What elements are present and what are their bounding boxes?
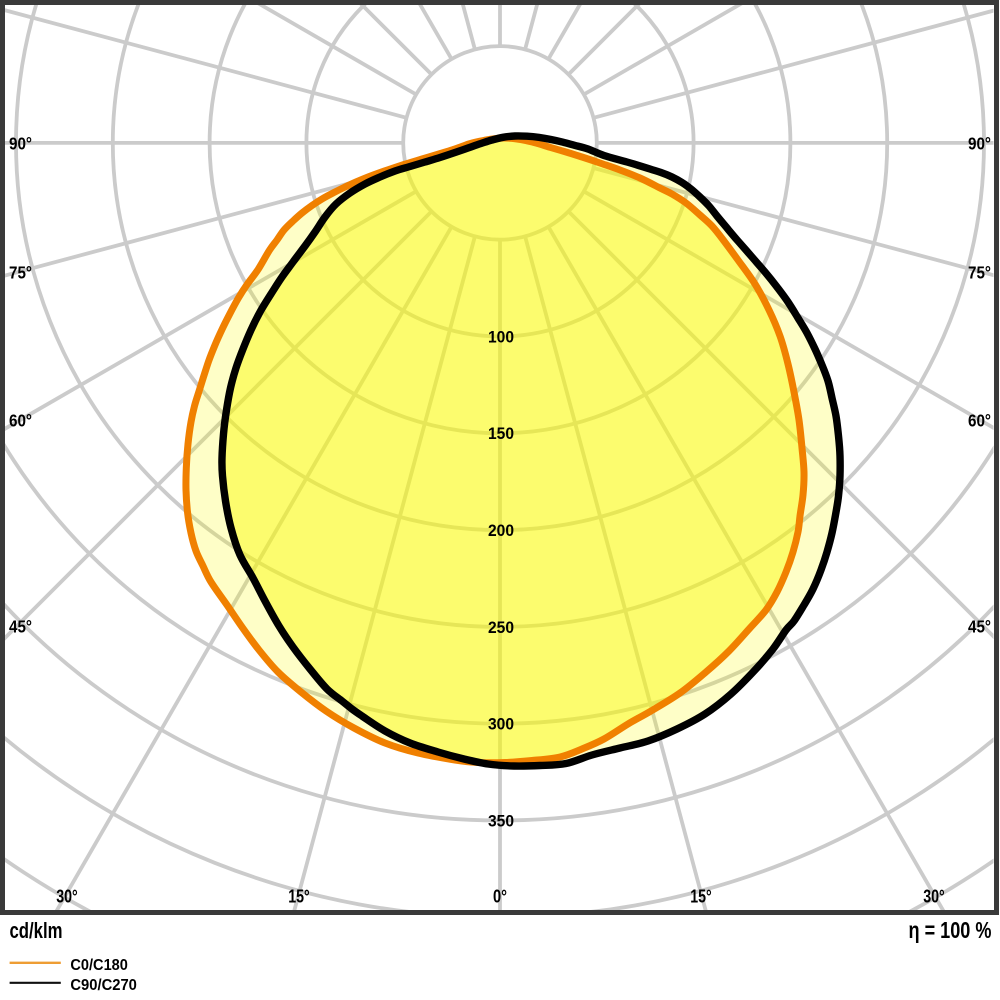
svg-text:15°: 15° <box>690 887 712 907</box>
svg-text:C0/C180: C0/C180 <box>70 957 128 974</box>
svg-text:cd/klm: cd/klm <box>10 918 63 943</box>
svg-text:200: 200 <box>488 522 514 540</box>
svg-text:250: 250 <box>488 619 514 637</box>
svg-text:75°: 75° <box>9 262 32 282</box>
svg-text:350: 350 <box>488 812 514 830</box>
svg-text:60°: 60° <box>9 410 32 430</box>
svg-text:90°: 90° <box>968 133 991 153</box>
svg-text:150: 150 <box>488 425 514 443</box>
svg-text:C90/C270: C90/C270 <box>70 977 136 994</box>
svg-text:30°: 30° <box>56 887 78 907</box>
svg-text:60°: 60° <box>968 410 991 430</box>
svg-text:90°: 90° <box>9 133 32 153</box>
svg-text:100: 100 <box>488 328 514 346</box>
svg-text:30°: 30° <box>923 887 945 907</box>
svg-text:0°: 0° <box>493 887 507 907</box>
svg-text:η = 100 %: η = 100 % <box>909 917 992 943</box>
svg-text:45°: 45° <box>9 616 32 636</box>
svg-text:300: 300 <box>488 716 514 734</box>
svg-text:15°: 15° <box>288 887 310 907</box>
svg-text:45°: 45° <box>968 616 991 636</box>
svg-text:75°: 75° <box>968 262 991 282</box>
